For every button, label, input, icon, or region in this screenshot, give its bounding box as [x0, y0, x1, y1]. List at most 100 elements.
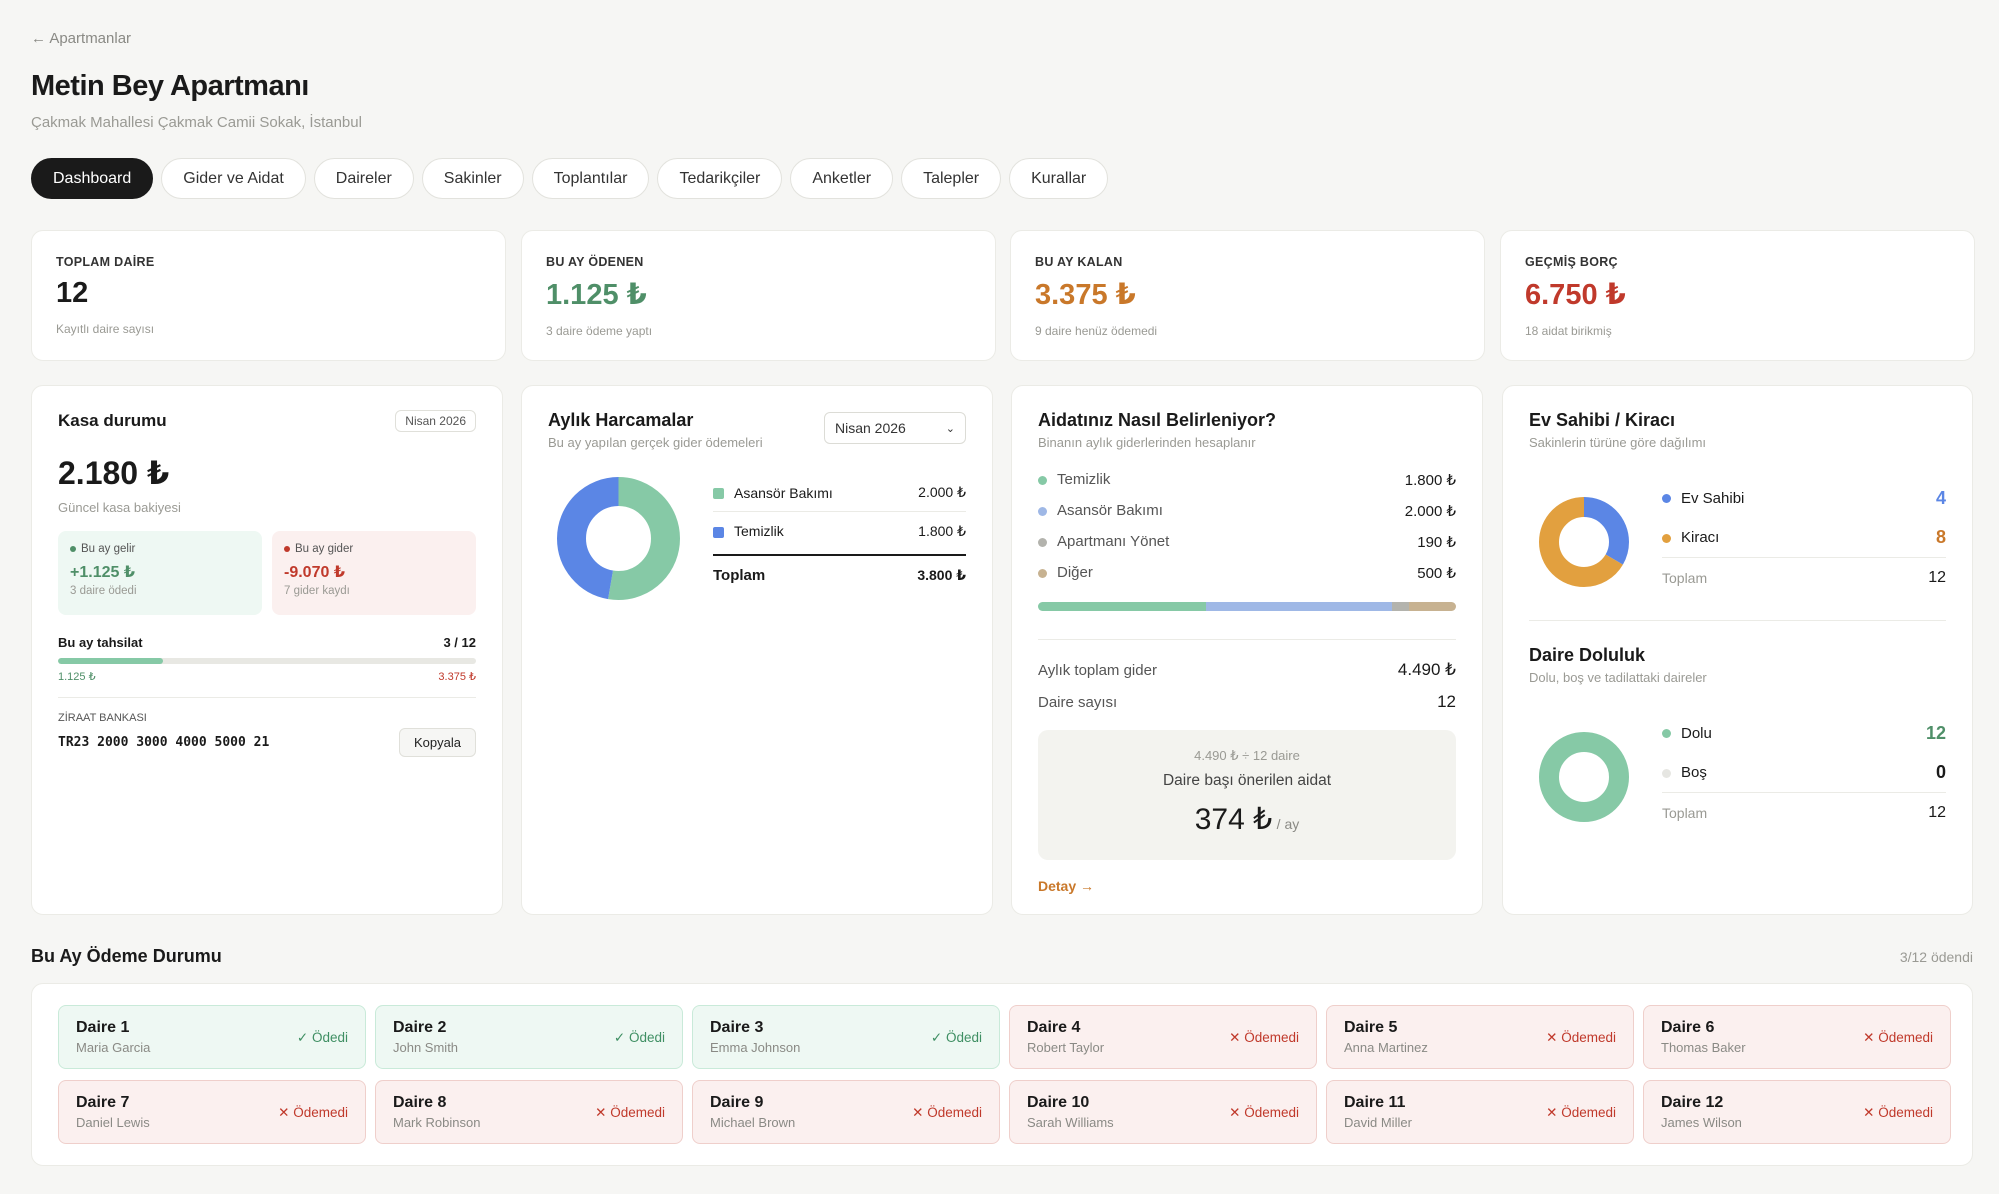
resident-name: Maria Garcia — [76, 1040, 151, 1055]
tab-dashboard[interactable]: Dashboard — [31, 158, 154, 199]
tab-tedarikciler[interactable]: Tedarikçiler — [657, 158, 783, 199]
payment-status: ✕ Ödemedi — [1863, 1105, 1933, 1120]
payment-tile[interactable]: Daire 5 Anna Martinez ✕ Ödemedi — [1326, 1005, 1634, 1069]
income-value: +1.125 ₺ — [70, 564, 135, 581]
tenant-label: Kiracı — [1681, 529, 1720, 546]
payment-summary: 3/12 ödendi — [1899, 949, 1973, 965]
collected-amount: 1.125 ₺ — [58, 671, 96, 683]
aidat-subtitle: Binanın aylık giderlerinden hesaplanır — [1038, 435, 1256, 450]
legend-dot-icon — [1662, 533, 1671, 543]
income-sub: 3 daire ödedi — [70, 585, 137, 597]
resident-name: Mark Robinson — [393, 1115, 481, 1130]
payment-section-title: Bu Ay Ödeme Durumu — [31, 946, 222, 966]
payment-tile[interactable]: Daire 4 Robert Taylor ✕ Ödemedi — [1009, 1005, 1317, 1069]
payment-tile[interactable]: Daire 8 Mark Robinson ✕ Ödemedi — [375, 1080, 683, 1144]
payment-tile[interactable]: Daire 3 Emma Johnson ✓ Ödedi — [692, 1005, 1000, 1069]
bank-name: ZİRAAT BANKASI — [58, 712, 147, 724]
period-select[interactable]: Nisan 2026 ⌄ — [824, 412, 966, 444]
expense-value: -9.070 ₺ — [284, 564, 345, 581]
doluluk-total-label: Toplam — [1662, 805, 1708, 821]
payment-tile[interactable]: Daire 2 John Smith ✓ Ödedi — [375, 1005, 683, 1069]
iban: TR23 2000 3000 4000 5000 21 — [58, 735, 270, 750]
unit-name: Daire 10 — [1027, 1094, 1090, 1111]
address: Çakmak Mahallesi Çakmak Camii Sokak, İst… — [31, 114, 362, 131]
legend-swatch-icon — [713, 488, 724, 500]
stacked-bar-segment — [1409, 602, 1456, 611]
tab-talepler[interactable]: Talepler — [901, 158, 1002, 199]
harcama-total-value: 3.800 ₺ — [917, 566, 966, 583]
unit-name: Daire 4 — [1027, 1019, 1081, 1036]
doluluk-title: Daire Doluluk — [1529, 645, 1646, 665]
tab-bar: Dashboard Gider ve Aidat Daireler Sakinl… — [31, 158, 1109, 199]
unit-name: Daire 5 — [1344, 1019, 1398, 1036]
occupied-count: 12 — [1925, 722, 1946, 743]
payment-status: ✕ Ödemedi — [912, 1105, 982, 1120]
kasa-balance: 2.180 ₺ — [58, 455, 170, 491]
copy-iban-button[interactable]: Kopyala — [399, 728, 476, 757]
payment-status: ✓ Ödedi — [613, 1030, 665, 1045]
expense-dot-icon — [284, 545, 290, 552]
payment-tile[interactable]: Daire 9 Michael Brown ✕ Ödemedi — [692, 1080, 1000, 1144]
owner-count: 4 — [1935, 487, 1946, 508]
unit-name: Daire 9 — [710, 1094, 764, 1111]
resident-name: Sarah Williams — [1027, 1115, 1114, 1130]
kpi-value: 6.750 ₺ — [1525, 279, 1626, 311]
legend-swatch-icon — [713, 526, 724, 538]
resident-name: Thomas Baker — [1661, 1040, 1746, 1055]
evsahibi-subtitle: Sakinlerin türüne göre dağılımı — [1529, 435, 1707, 450]
aidat-item-value: 1.800 ₺ — [1404, 471, 1456, 489]
donut-slice — [1539, 732, 1629, 822]
suggested-aidat-value: 374 ₺ — [1194, 803, 1273, 836]
payment-status: ✕ Ödemedi — [1546, 1030, 1616, 1045]
tab-sakinler[interactable]: Sakinler — [421, 158, 524, 199]
resident-name: James Wilson — [1661, 1115, 1742, 1130]
payment-tile[interactable]: Daire 11 David Miller ✕ Ödemedi — [1326, 1080, 1634, 1144]
kpi-card-bu-ay-kalan: BU AY KALAN 3.375 ₺ 9 daire henüz ödemed… — [1010, 230, 1485, 361]
resident-name: Michael Brown — [710, 1115, 796, 1130]
suggested-aidat-unit: / ay — [1276, 816, 1300, 832]
kpi-label: GEÇMİŞ BORÇ — [1525, 255, 1618, 269]
kasa-balance-label: Güncel kasa bakiyesi — [58, 500, 181, 515]
aidat-item-label: Apartmanı Yönet — [1057, 533, 1170, 550]
tab-toplantilar[interactable]: Toplantılar — [531, 158, 650, 199]
unit-count-value: 12 — [1437, 692, 1456, 711]
period-badge: Nisan 2026 — [395, 410, 476, 432]
back-link[interactable]: ← Apartmanlar — [31, 30, 132, 47]
suggested-aidat-label: Daire başı önerilen aidat — [1162, 772, 1332, 789]
harcama-total-label: Toplam — [713, 566, 766, 584]
chevron-down-icon: ⌄ — [945, 422, 955, 435]
occupied-label: Dolu — [1681, 724, 1712, 742]
monthly-total-value: 4.490 ₺ — [1397, 660, 1456, 679]
aidat-item-value: 2.000 ₺ — [1404, 502, 1456, 520]
payment-status: ✕ Ödemedi — [278, 1105, 348, 1120]
harcama-title: Aylık Harcamalar — [548, 410, 694, 430]
payment-tile[interactable]: Daire 12 James Wilson ✕ Ödemedi — [1643, 1080, 1951, 1144]
payment-tile[interactable]: Daire 7 Daniel Lewis ✕ Ödemedi — [58, 1080, 366, 1144]
payment-status: ✓ Ödedi — [296, 1030, 348, 1045]
tab-anketler[interactable]: Anketler — [790, 158, 894, 199]
harcama-card: Aylık Harcamalar Bu ay yapılan gerçek gi… — [521, 385, 993, 915]
payment-tile[interactable]: Daire 6 Thomas Baker ✕ Ödemedi — [1643, 1005, 1951, 1069]
payment-status: ✓ Ödedi — [930, 1030, 982, 1045]
payment-tile[interactable]: Daire 10 Sarah Williams ✕ Ödemedi — [1009, 1080, 1317, 1144]
unit-count-label: Daire sayısı — [1038, 693, 1118, 711]
detail-link[interactable]: Detay → — [1038, 878, 1095, 894]
aidat-item-label: Temizlik — [1057, 471, 1111, 488]
harcama-row: Asansör Bakımı 2.000 ₺ — [713, 474, 966, 512]
payment-tile[interactable]: Daire 1 Maria Garcia ✓ Ödedi — [58, 1005, 366, 1069]
kpi-value: 12 — [56, 277, 89, 309]
kpi-card-gecmis-borc: GEÇMİŞ BORÇ 6.750 ₺ 18 aidat birikmiş — [1500, 230, 1975, 361]
evsahibi-total-label: Toplam — [1662, 570, 1708, 586]
legend-dot-icon — [1038, 475, 1047, 485]
aidat-item-value: 190 ₺ — [1417, 533, 1456, 551]
kpi-card-bu-ay-odenen: BU AY ÖDENEN 1.125 ₺ 3 daire ödeme yaptı — [521, 230, 996, 361]
tenant-count: 8 — [1935, 527, 1946, 547]
doluluk-subtitle: Dolu, boş ve tadilattaki daireler — [1529, 670, 1707, 685]
aidat-item-label: Diğer — [1057, 564, 1093, 581]
payment-status: ✕ Ödemedi — [1229, 1030, 1299, 1045]
tab-daireler[interactable]: Daireler — [313, 158, 414, 199]
harcama-row: Temizlik 1.800 ₺ — [713, 512, 966, 550]
tab-gider-aidat[interactable]: Gider ve Aidat — [161, 158, 306, 199]
tab-kurallar[interactable]: Kurallar — [1009, 158, 1109, 199]
kpi-label: BU AY KALAN — [1035, 255, 1123, 269]
